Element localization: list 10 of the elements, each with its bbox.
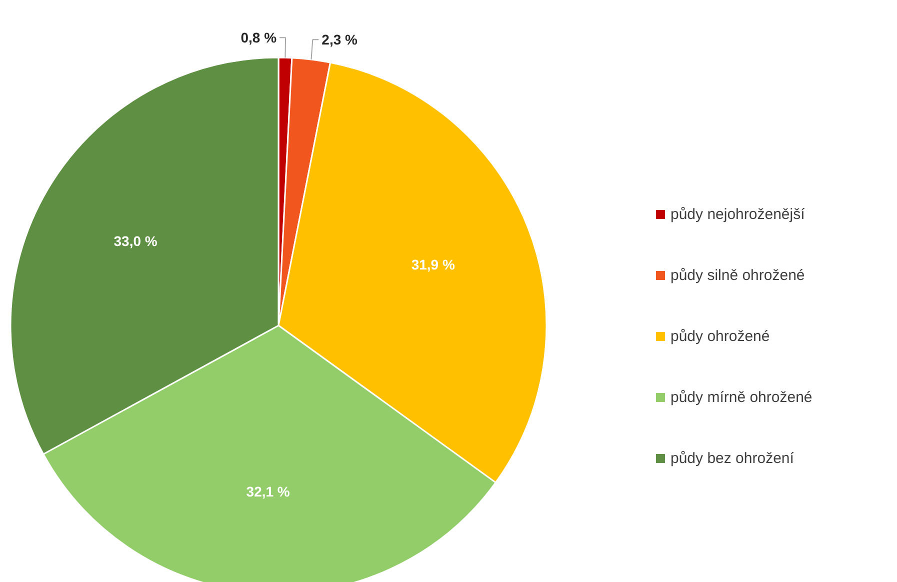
legend-label: půdy silně ohrožené bbox=[670, 267, 805, 284]
data-label: 33,0 % bbox=[114, 232, 158, 249]
legend-label: půdy bez ohrožení bbox=[670, 450, 795, 467]
legend-label: půdy mírně ohrožené bbox=[670, 389, 812, 406]
data-label: 31,9 % bbox=[411, 256, 456, 273]
data-label: 0,8 % bbox=[240, 30, 278, 46]
data-label: 32,1 % bbox=[246, 483, 290, 500]
data-label: 2,3 % bbox=[322, 32, 358, 48]
legend-label: půdy nejohroženější bbox=[670, 206, 806, 223]
legend-label: půdy ohrožené bbox=[670, 328, 770, 345]
